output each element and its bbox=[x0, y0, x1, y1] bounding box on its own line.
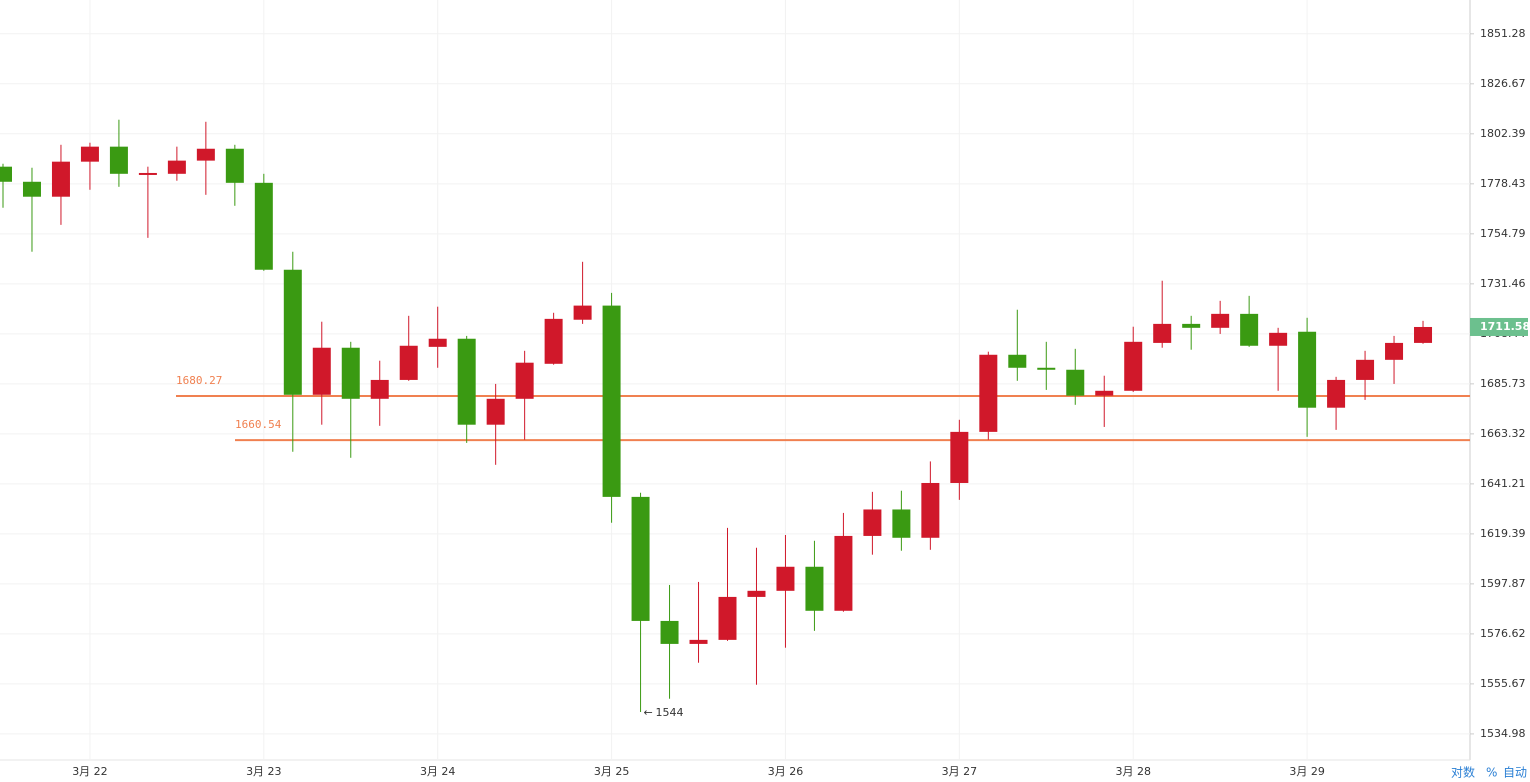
candle-body bbox=[1240, 313, 1259, 346]
x-tick-label: 3月 26 bbox=[768, 765, 804, 778]
candle-body bbox=[80, 146, 99, 162]
candle-body bbox=[863, 509, 882, 536]
candle-body bbox=[718, 596, 737, 640]
candle-body bbox=[544, 318, 563, 364]
candle-body bbox=[196, 148, 215, 161]
candle-body bbox=[109, 146, 128, 174]
candle-body bbox=[428, 338, 447, 347]
y-tick-label: 1731.46 bbox=[1480, 277, 1526, 290]
candle-body bbox=[631, 496, 650, 621]
y-tick-label: 1851.28 bbox=[1480, 27, 1526, 40]
last-price: 1711.58 bbox=[1480, 320, 1530, 333]
candle-body bbox=[341, 347, 360, 399]
toolbar-button[interactable]: % bbox=[1486, 766, 1497, 780]
candle-body bbox=[1298, 331, 1317, 408]
candle-body bbox=[1211, 313, 1230, 328]
candle-body bbox=[660, 620, 679, 644]
candle-body bbox=[1327, 379, 1346, 408]
candle-body bbox=[399, 345, 418, 380]
candle-body bbox=[979, 354, 998, 432]
candle-body bbox=[1153, 323, 1172, 343]
candle-body bbox=[950, 431, 969, 483]
x-tick-label: 3月 28 bbox=[1115, 765, 1151, 778]
level-label: 1660.54 bbox=[235, 418, 282, 431]
candle-body bbox=[515, 362, 534, 399]
candle-body bbox=[225, 148, 244, 183]
candle-body bbox=[602, 305, 621, 497]
x-tick-label: 3月 29 bbox=[1289, 765, 1325, 778]
candle-body bbox=[834, 535, 853, 611]
candle-body bbox=[1095, 390, 1114, 396]
candle-body bbox=[1124, 341, 1143, 391]
annotation-arrow: ← bbox=[644, 706, 653, 719]
candle-body bbox=[892, 509, 911, 538]
candle-body bbox=[312, 347, 331, 395]
candle-body bbox=[0, 166, 12, 182]
y-tick-label: 1619.39 bbox=[1480, 527, 1526, 540]
candle-body bbox=[1066, 369, 1085, 396]
x-tick-label: 3月 24 bbox=[420, 765, 456, 778]
toolbar-button[interactable]: 自动 bbox=[1503, 766, 1527, 780]
y-tick-label: 1576.62 bbox=[1480, 627, 1526, 640]
y-tick-label: 1663.32 bbox=[1480, 427, 1526, 440]
candle-body bbox=[138, 172, 157, 175]
candle-body bbox=[1037, 367, 1056, 370]
y-tick-label: 1826.67 bbox=[1480, 77, 1526, 90]
x-tick-label: 3月 25 bbox=[594, 765, 630, 778]
toolbar-button[interactable]: 对数 bbox=[1451, 765, 1475, 780]
candle-body bbox=[689, 639, 708, 644]
candle-body bbox=[1182, 323, 1201, 328]
candle-body bbox=[747, 590, 766, 597]
candle-body bbox=[167, 160, 186, 174]
x-tick-label: 3月 22 bbox=[72, 765, 108, 778]
level-label: 1680.27 bbox=[176, 374, 222, 387]
candle-body bbox=[457, 338, 476, 425]
candle-body bbox=[1414, 326, 1433, 343]
y-tick-label: 1802.39 bbox=[1480, 127, 1526, 140]
candle-body bbox=[370, 379, 389, 399]
candle-body bbox=[573, 305, 592, 320]
candle-body bbox=[805, 566, 824, 611]
y-tick-label: 1754.79 bbox=[1480, 227, 1526, 240]
y-tick-label: 1555.67 bbox=[1480, 677, 1526, 690]
y-tick-label: 1778.43 bbox=[1480, 177, 1526, 190]
candle-body bbox=[51, 161, 70, 197]
last-price-tag bbox=[1470, 317, 1528, 336]
x-tick-label: 3月 23 bbox=[246, 765, 282, 778]
candle-body bbox=[22, 181, 41, 197]
y-tick-label: 1534.98 bbox=[1480, 727, 1526, 740]
candle-body bbox=[283, 269, 302, 395]
y-tick-label: 1685.73 bbox=[1480, 377, 1526, 390]
candle-body bbox=[1385, 342, 1404, 360]
candle-body bbox=[1356, 359, 1375, 380]
y-tick-label: 1597.87 bbox=[1480, 577, 1526, 590]
candle-body bbox=[486, 398, 505, 425]
candle-body bbox=[776, 566, 795, 591]
candle-body bbox=[921, 482, 940, 538]
candle-body bbox=[254, 182, 273, 270]
y-tick-label: 1641.21 bbox=[1480, 477, 1526, 490]
x-tick-label: 3月 27 bbox=[942, 765, 978, 778]
candle-body bbox=[1008, 354, 1027, 368]
low-annotation: 1544 bbox=[656, 706, 684, 719]
candle-body bbox=[1269, 332, 1288, 346]
